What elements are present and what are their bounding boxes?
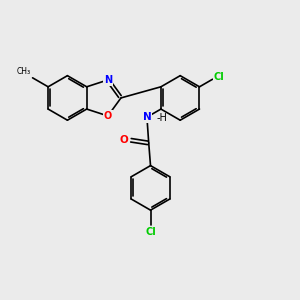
Text: N: N <box>142 112 151 122</box>
Text: O: O <box>104 111 112 121</box>
Text: -H: -H <box>157 113 168 123</box>
Text: N: N <box>104 75 112 85</box>
Text: O: O <box>119 135 128 145</box>
Text: CH₃: CH₃ <box>17 67 31 76</box>
Text: Cl: Cl <box>214 73 224 82</box>
Text: Cl: Cl <box>145 227 156 237</box>
